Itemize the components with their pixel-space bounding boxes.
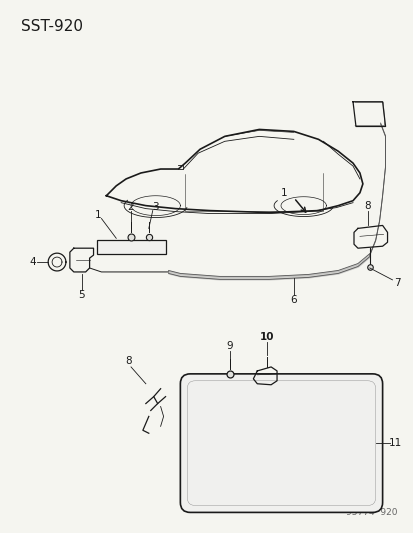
Text: 5: 5: [78, 290, 85, 300]
Text: SST-920: SST-920: [21, 19, 82, 34]
Text: 3: 3: [152, 201, 159, 212]
Text: 2: 2: [128, 201, 134, 212]
Text: 9: 9: [226, 341, 233, 351]
Bar: [96, 240, 165, 254]
FancyBboxPatch shape: [180, 374, 382, 512]
Text: 7: 7: [393, 278, 400, 288]
Text: 6: 6: [290, 295, 297, 305]
Text: 1: 1: [280, 188, 287, 198]
Text: 1: 1: [95, 209, 102, 220]
Text: 10: 10: [259, 332, 274, 342]
Text: 8: 8: [363, 200, 370, 211]
Text: 95774  920: 95774 920: [345, 508, 396, 518]
Text: 4: 4: [29, 257, 36, 267]
Text: 8: 8: [124, 356, 131, 366]
Text: 11: 11: [388, 438, 401, 448]
